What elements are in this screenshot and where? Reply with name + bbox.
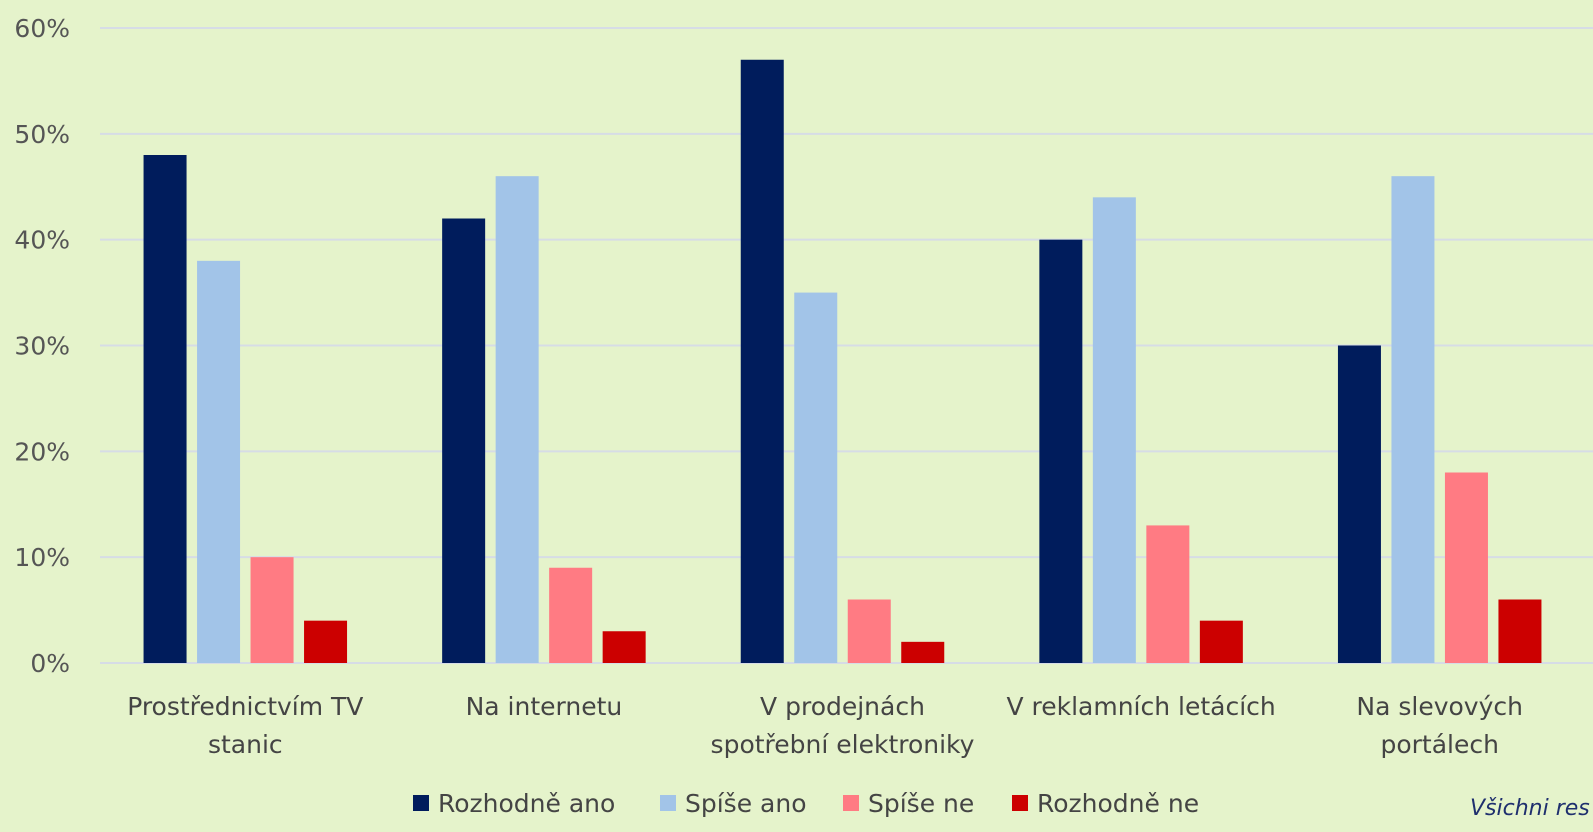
bar [901,641,945,663]
legend-swatch [660,795,676,811]
y-axis: 0% 10% 20% 30% 40% 50% 60% [14,14,70,678]
bar [495,176,539,663]
bar [143,155,187,663]
bar [1498,599,1542,663]
legend-label: Rozhodně ne [1037,789,1199,818]
footnote-text: Všichni res [1470,796,1590,821]
bar [1146,525,1190,663]
bar [549,567,593,663]
bar [1199,620,1243,663]
x-category-label: Na internetu [466,692,623,721]
x-category-label: V reklamních letácích [1006,692,1275,721]
bar [1391,176,1435,663]
bar [794,292,838,663]
x-category-label: V prodejnách spotřební elektroniky [711,692,975,759]
x-category-label: Prostřednictvím TV stanic [127,692,363,759]
y-tick-label: 60% [14,14,70,43]
bar [847,599,891,663]
bar [304,620,348,663]
x-axis: Prostřednictvím TV stanic Na internetu V pr… [127,692,1523,759]
x-category-label: Na slevových portálech [1356,692,1523,759]
y-tick-label: 50% [14,120,70,149]
bars [143,59,1542,664]
legend-swatch [413,795,429,811]
y-tick-label: 40% [14,226,70,255]
bar [250,557,294,663]
bar [1337,345,1381,663]
bar [1039,239,1083,663]
bar [1092,197,1136,664]
y-tick-label: 20% [14,437,70,466]
legend: Rozhodně ano Spíše ano Spíše ne Rozhodně ne [413,789,1199,818]
y-tick-label: 30% [14,332,70,361]
legend-label: Spíše ne [868,789,974,818]
bar [602,631,646,663]
bar [197,260,241,663]
legend-swatch [843,795,859,811]
y-tick-label: 0% [30,649,70,678]
legend-label: Rozhodně ano [438,789,615,818]
y-tick-label: 10% [14,543,70,572]
bar [1444,472,1488,663]
legend-swatch [1012,795,1028,811]
bar [442,218,486,663]
legend-label: Spíše ano [685,789,807,818]
gridlines [100,27,1593,664]
bar [740,59,784,663]
